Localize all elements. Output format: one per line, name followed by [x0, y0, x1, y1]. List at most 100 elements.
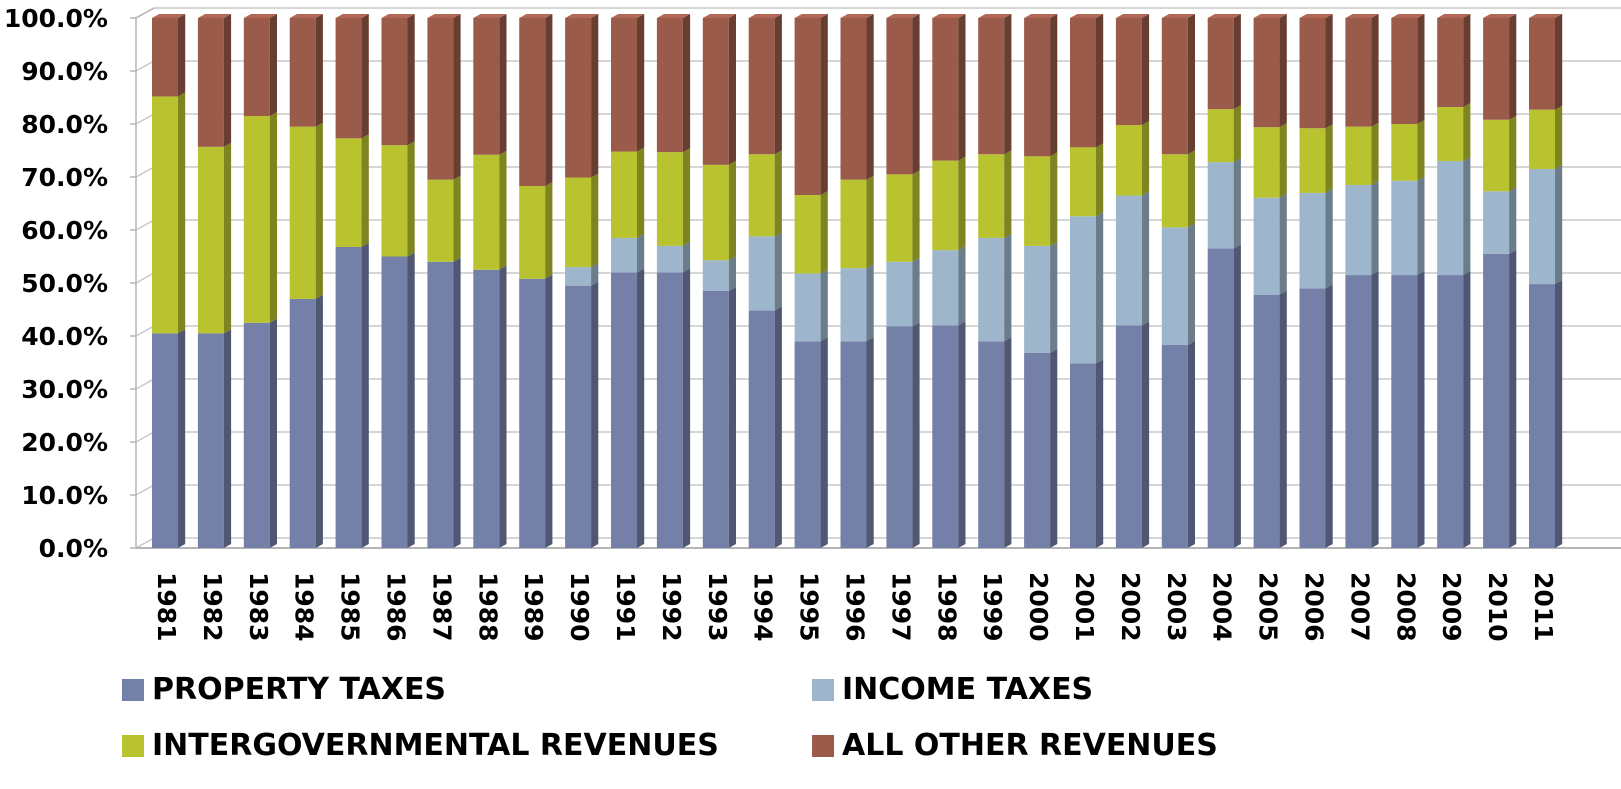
legend-swatch-income-taxes [812, 678, 834, 701]
bar-top-2008 [1391, 14, 1425, 18]
x-tick-label: 1981 [152, 572, 181, 642]
bar-segment-property-taxes-1998 [932, 321, 966, 548]
bar-segment-all-other-revenues-2004 [1207, 14, 1241, 110]
bar-segment-income-taxes-2009 [1437, 157, 1471, 276]
bar-segment-property-taxes-1997 [886, 322, 920, 548]
bar-segment-property-taxes-2003 [1161, 341, 1195, 548]
x-tick-label: 2003 [1162, 572, 1191, 642]
bar-segment-intergovernmental-revenues-2010 [1483, 115, 1517, 192]
bar-segment-intergovernmental-revenues-1999 [978, 150, 1012, 238]
bar-segment-all-other-revenues-1995 [794, 14, 828, 196]
bar-segment-income-taxes-1992 [656, 241, 691, 273]
y-tick-label: 60.0% [21, 216, 108, 245]
x-tick-label: 2010 [1483, 572, 1512, 642]
bar-top-2009 [1437, 14, 1471, 18]
bar-segment-all-other-revenues-1989 [519, 14, 553, 187]
bar-top-2001 [1070, 14, 1104, 18]
legend-item-income-taxes: INCOME TAXES [812, 672, 1093, 707]
bar-segment-income-taxes-2006 [1299, 188, 1333, 289]
bar-segment-income-taxes-1990 [565, 263, 599, 286]
bar-segment-all-other-revenues-1996 [840, 14, 874, 180]
bar-segment-intergovernmental-revenues-1984 [289, 122, 323, 299]
bar-segment-intergovernmental-revenues-2001 [1070, 143, 1104, 217]
x-tick-label: 2002 [1116, 572, 1145, 642]
bar-segment-property-taxes-1993 [702, 286, 736, 548]
bar-top-1994 [748, 14, 782, 18]
bar-segment-property-taxes-1994 [748, 306, 782, 548]
bar-segment-income-taxes-1996 [840, 264, 874, 342]
bar-top-2005 [1253, 14, 1287, 18]
bar-segment-property-taxes-2001 [1070, 359, 1104, 548]
bar-segment-all-other-revenues-2006 [1299, 14, 1333, 129]
legend-item-property-taxes: PROPERTY TAXES [122, 672, 446, 707]
bar-top-2006 [1299, 14, 1333, 18]
legend-swatch-all-other-revenues [812, 734, 834, 757]
bar-segment-property-taxes-2000 [1024, 348, 1058, 548]
x-tick-label: 1984 [290, 572, 319, 642]
bar-segment-intergovernmental-revenues-1990 [565, 173, 599, 268]
bar-top-2007 [1345, 14, 1379, 18]
y-tick-label: 40.0% [21, 322, 108, 351]
bar-segment-income-taxes-1991 [611, 233, 645, 273]
bar-segment-all-other-revenues-1987 [427, 14, 461, 180]
bar-top-1982 [197, 14, 232, 18]
x-tick-label: 1983 [244, 572, 273, 642]
bar-top-1988 [473, 14, 507, 18]
x-tick-label: 1994 [749, 572, 778, 642]
bar-top-2003 [1161, 14, 1195, 18]
bar-segment-property-taxes-1987 [427, 257, 461, 548]
bar-segment-income-taxes-1994 [748, 232, 782, 311]
bar-top-1985 [335, 14, 369, 18]
bar-segment-all-other-revenues-1999 [978, 14, 1012, 155]
legend-item-intergovernmental-revenues: INTERGOVERNMENTAL REVENUES [122, 728, 719, 763]
bar-segment-income-taxes-2004 [1207, 158, 1241, 249]
bar-segment-intergovernmental-revenues-1993 [702, 160, 736, 261]
x-tick-label: 2005 [1254, 572, 1283, 642]
bar-segment-income-taxes-2005 [1253, 193, 1287, 295]
bar-segment-income-taxes-1997 [886, 257, 920, 327]
bar-segment-property-taxes-2002 [1115, 321, 1150, 548]
x-tick-label: 1992 [657, 572, 686, 642]
bar-segment-all-other-revenues-2003 [1161, 14, 1195, 155]
bar-segment-property-taxes-2005 [1253, 290, 1287, 548]
bar-segment-property-taxes-1991 [611, 268, 645, 548]
bar-segment-income-taxes-1995 [794, 269, 828, 342]
legend-label-property-taxes: PROPERTY TAXES [152, 672, 447, 707]
bar-segment-income-taxes-2002 [1115, 191, 1150, 326]
bar-segment-intergovernmental-revenues-2007 [1345, 122, 1379, 185]
bar-segment-intergovernmental-revenues-1997 [886, 170, 920, 262]
x-tick-label: 2008 [1391, 572, 1420, 642]
bar-top-1983 [243, 14, 277, 18]
x-axis-tick-labels: 1981 1982 1983 1984 1985 1986 1987 1988 1989 1990… [152, 572, 1558, 642]
bar-top-1984 [289, 14, 323, 18]
bar-segment-intergovernmental-revenues-1983 [243, 112, 277, 323]
bar-top-2004 [1207, 14, 1241, 18]
bar-top-1990 [565, 14, 599, 18]
y-tick-label: 20.0% [21, 428, 108, 457]
bar-segment-intergovernmental-revenues-1991 [611, 147, 645, 238]
bar-segment-intergovernmental-revenues-1987 [427, 175, 461, 262]
bar-segment-all-other-revenues-2001 [1070, 14, 1104, 148]
bar-segment-income-taxes-2000 [1024, 241, 1058, 353]
bar-segment-property-taxes-1983 [243, 318, 277, 548]
y-axis-tick-labels: 0.0% 10.0% 20.0% 30.0% 40.0% 50.0% 60.0% 70.0% 8… [4, 4, 108, 563]
bar-segment-intergovernmental-revenues-2009 [1437, 103, 1471, 162]
bar-segment-intergovernmental-revenues-1988 [473, 150, 507, 270]
bar-segment-all-other-revenues-2000 [1024, 14, 1058, 157]
bar-segment-property-taxes-1981 [152, 329, 186, 548]
bar-top-2010 [1483, 14, 1517, 18]
bar-segment-all-other-revenues-1981 [152, 14, 186, 97]
bar-segment-property-taxes-1999 [978, 337, 1012, 548]
x-tick-label: 1993 [703, 572, 732, 642]
bar-segment-all-other-revenues-2010 [1483, 14, 1517, 120]
bar-top-1993 [702, 14, 736, 18]
bar-segment-income-taxes-2003 [1161, 223, 1195, 346]
bar-segment-property-taxes-2007 [1345, 271, 1379, 548]
bar-segment-intergovernmental-revenues-1985 [335, 134, 369, 247]
bar-segment-all-other-revenues-1992 [656, 14, 691, 153]
bar-segment-property-taxes-2009 [1437, 271, 1471, 548]
bar-segment-property-taxes-1988 [473, 265, 507, 548]
bar-segment-property-taxes-2004 [1207, 244, 1241, 549]
bar-segment-intergovernmental-revenues-1995 [794, 191, 828, 274]
